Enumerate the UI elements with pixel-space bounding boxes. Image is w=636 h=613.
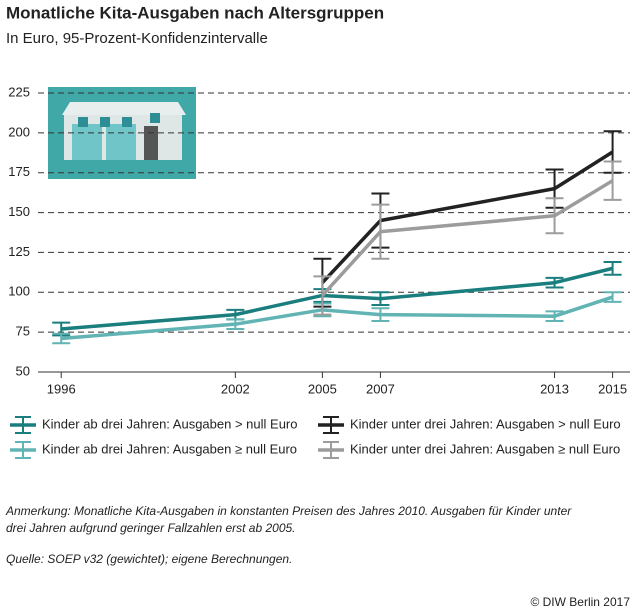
error-bar (603, 260, 622, 276)
chart-subtitle: In Euro, 95-Prozent-Konfidenzintervalle (6, 30, 268, 47)
x-tick-label: 2015 (598, 381, 627, 396)
error-bar (371, 291, 390, 307)
y-tick-label: 200 (8, 124, 30, 139)
note-line: drei Jahren aufgrund geringer Fallzahlen… (6, 521, 296, 535)
y-tick-label: 175 (8, 164, 30, 179)
x-tick-label: 2005 (308, 381, 337, 396)
error-bar (313, 275, 332, 316)
error-bar (603, 160, 622, 201)
x-tick-label: 2013 (540, 381, 569, 396)
y-tick-label: 125 (8, 244, 30, 259)
x-tick-label: 2002 (221, 381, 250, 396)
legend-label: Kinder ab drei Jahren: Ausgaben ≥ null E… (42, 441, 297, 456)
error-bar (371, 203, 390, 260)
y-tick-label: 75 (16, 324, 30, 339)
error-bar (603, 291, 622, 303)
error-bar (545, 197, 564, 235)
error-bar (545, 310, 564, 322)
legend-label: Kinder ab drei Jahren: Ausgaben > null E… (42, 416, 297, 431)
series-line (321, 150, 614, 284)
y-tick-label: 100 (8, 284, 30, 299)
note-line: Anmerkung: Monatliche Kita-Ausgaben in k… (5, 504, 572, 518)
y-tick-label: 50 (16, 363, 30, 378)
error-bar (371, 307, 390, 322)
error-bar (545, 276, 564, 289)
series-line (321, 179, 614, 297)
legend-label: Kinder unter drei Jahren: Ausgaben ≥ nul… (350, 441, 620, 456)
x-tick-label: 1996 (47, 381, 76, 396)
series-line (61, 266, 614, 331)
chart-title: Monatliche Kita-Ausgaben nach Altersgrup… (6, 3, 384, 22)
error-bar (226, 318, 245, 330)
x-tick-label: 2007 (366, 381, 395, 396)
copyright: © DIW Berlin 2017 (530, 595, 630, 609)
y-tick-label: 225 (8, 84, 30, 99)
error-bar (52, 332, 71, 345)
y-tick-label: 150 (8, 204, 30, 219)
legend-label: Kinder unter drei Jahren: Ausgaben > nul… (350, 416, 621, 431)
series-line (61, 295, 614, 341)
source: Quelle: SOEP v32 (gewichtet); eigene Ber… (6, 552, 292, 566)
